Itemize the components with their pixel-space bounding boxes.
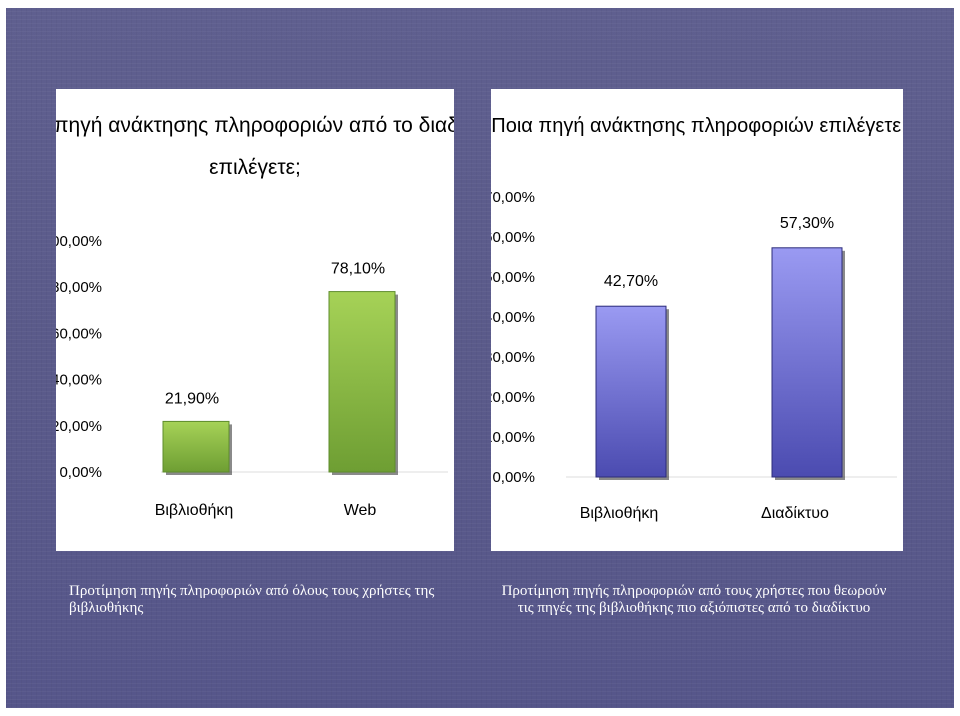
right-y-tick-label: 50,00%	[491, 269, 535, 286]
left-y-tick-label: 60,00%	[56, 325, 102, 342]
left-chart-panel: Ποια πηγή ανάκτησης πληροφοριών από το δ…	[5, 89, 506, 551]
left-chart-title: επιλέγετε;	[209, 156, 301, 179]
left-category-label: Βιβλιοθήκη	[155, 502, 234, 519]
right-bar-1	[595, 305, 667, 478]
right-chart-panel: Ποια πηγή ανάκτησης πληροφοριών επιλέγετ…	[484, 89, 907, 551]
left-y-tick-label: 40,00%	[56, 372, 102, 389]
right-y-tick-label: 70,00%	[491, 189, 535, 206]
left-chart-caption: Προτίμηση πηγής πληροφοριών από όλους το…	[69, 583, 435, 616]
left-data-label: 78,10%	[331, 261, 385, 278]
left-y-tick-label: 0,00%	[59, 464, 102, 481]
right-y-tick-label: 30,00%	[491, 349, 535, 366]
right-category-label: Βιβλιοθήκη	[580, 505, 659, 522]
right-data-label: 57,30%	[780, 215, 834, 232]
left-bar-chart: Ποια πηγή ανάκτησης πληροφοριών από το δ…	[5, 114, 506, 519]
right-bar-chart: Ποια πηγή ανάκτησης πληροφοριών επιλέγετ…	[484, 115, 907, 522]
left-y-tick-label: 100,00%	[56, 233, 102, 250]
right-bar-2	[771, 247, 843, 478]
left-data-label: 21,90%	[165, 390, 219, 407]
left-category-label: Web	[344, 502, 377, 519]
right-y-tick-label: 10,00%	[491, 429, 535, 446]
right-y-tick-label: 20,00%	[491, 389, 535, 406]
right-category-label: Διαδίκτυο	[761, 505, 829, 522]
right-caption-line-1: Προτίμηση πηγής πληροφοριών από τους χρή…	[501, 583, 887, 599]
right-y-tick-label: 0,00%	[492, 469, 535, 486]
right-y-tick-label: 40,00%	[491, 309, 535, 326]
right-data-label: 42,70%	[604, 273, 658, 290]
left-y-tick-label: 80,00%	[56, 279, 102, 296]
right-chart-title: Ποια πηγή ανάκτησης πληροφοριών επιλέγετ…	[491, 115, 903, 137]
left-chart-title: Ποια πηγή ανάκτησης πληροφοριών από το δ…	[56, 114, 454, 137]
right-chart-caption: Προτίμηση πηγής πληροφοριών από τους χρή…	[470, 583, 918, 617]
left-bar-2	[328, 291, 396, 473]
right-y-tick-label: 60,00%	[491, 229, 535, 246]
right-caption-line-2: τις πηγές της βιβλιοθήκης πιο αξιόπιστες…	[517, 600, 871, 616]
left-y-tick-label: 20,00%	[56, 418, 102, 435]
left-bar-1	[162, 420, 230, 473]
